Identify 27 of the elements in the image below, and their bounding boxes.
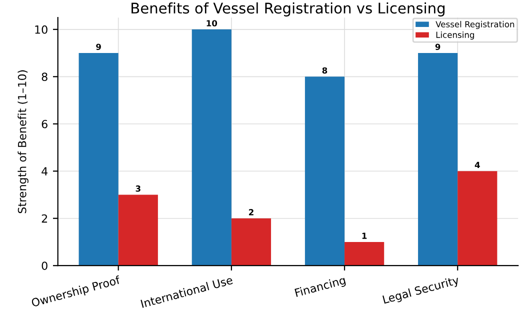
y-tick-label: 2 — [42, 214, 48, 223]
data-label: 2 — [248, 209, 254, 216]
data-label: 1 — [362, 232, 367, 239]
y-tick-label: 10 — [35, 25, 48, 34]
data-label: 3 — [136, 185, 140, 192]
bar — [118, 194, 158, 266]
y-tick-label: 8 — [42, 72, 48, 82]
y-tick-label: 4 — [42, 167, 48, 176]
bar — [304, 76, 345, 266]
chart-title: Benefits of Vessel Registration vs Licensing — [132, 2, 445, 16]
data-label: 4 — [474, 162, 480, 168]
legend-label: Licensing — [436, 32, 474, 40]
x-tick-label: Legal Security — [382, 275, 460, 306]
data-label: 9 — [96, 44, 101, 50]
legend-label: Vessel Registration — [436, 20, 514, 29]
bar — [231, 218, 272, 266]
data-label: 8 — [322, 67, 328, 74]
data-label: 9 — [435, 44, 440, 50]
bar — [192, 29, 232, 266]
data-label: 10 — [206, 20, 218, 26]
y-tick-label: 0 — [42, 262, 48, 270]
bar — [458, 171, 498, 266]
y-tick-label: 6 — [42, 120, 48, 128]
bar — [78, 53, 118, 266]
bar — [344, 242, 384, 266]
y-axis-title: Strength of Benefit (1–10) — [18, 70, 28, 214]
bar — [418, 53, 458, 266]
